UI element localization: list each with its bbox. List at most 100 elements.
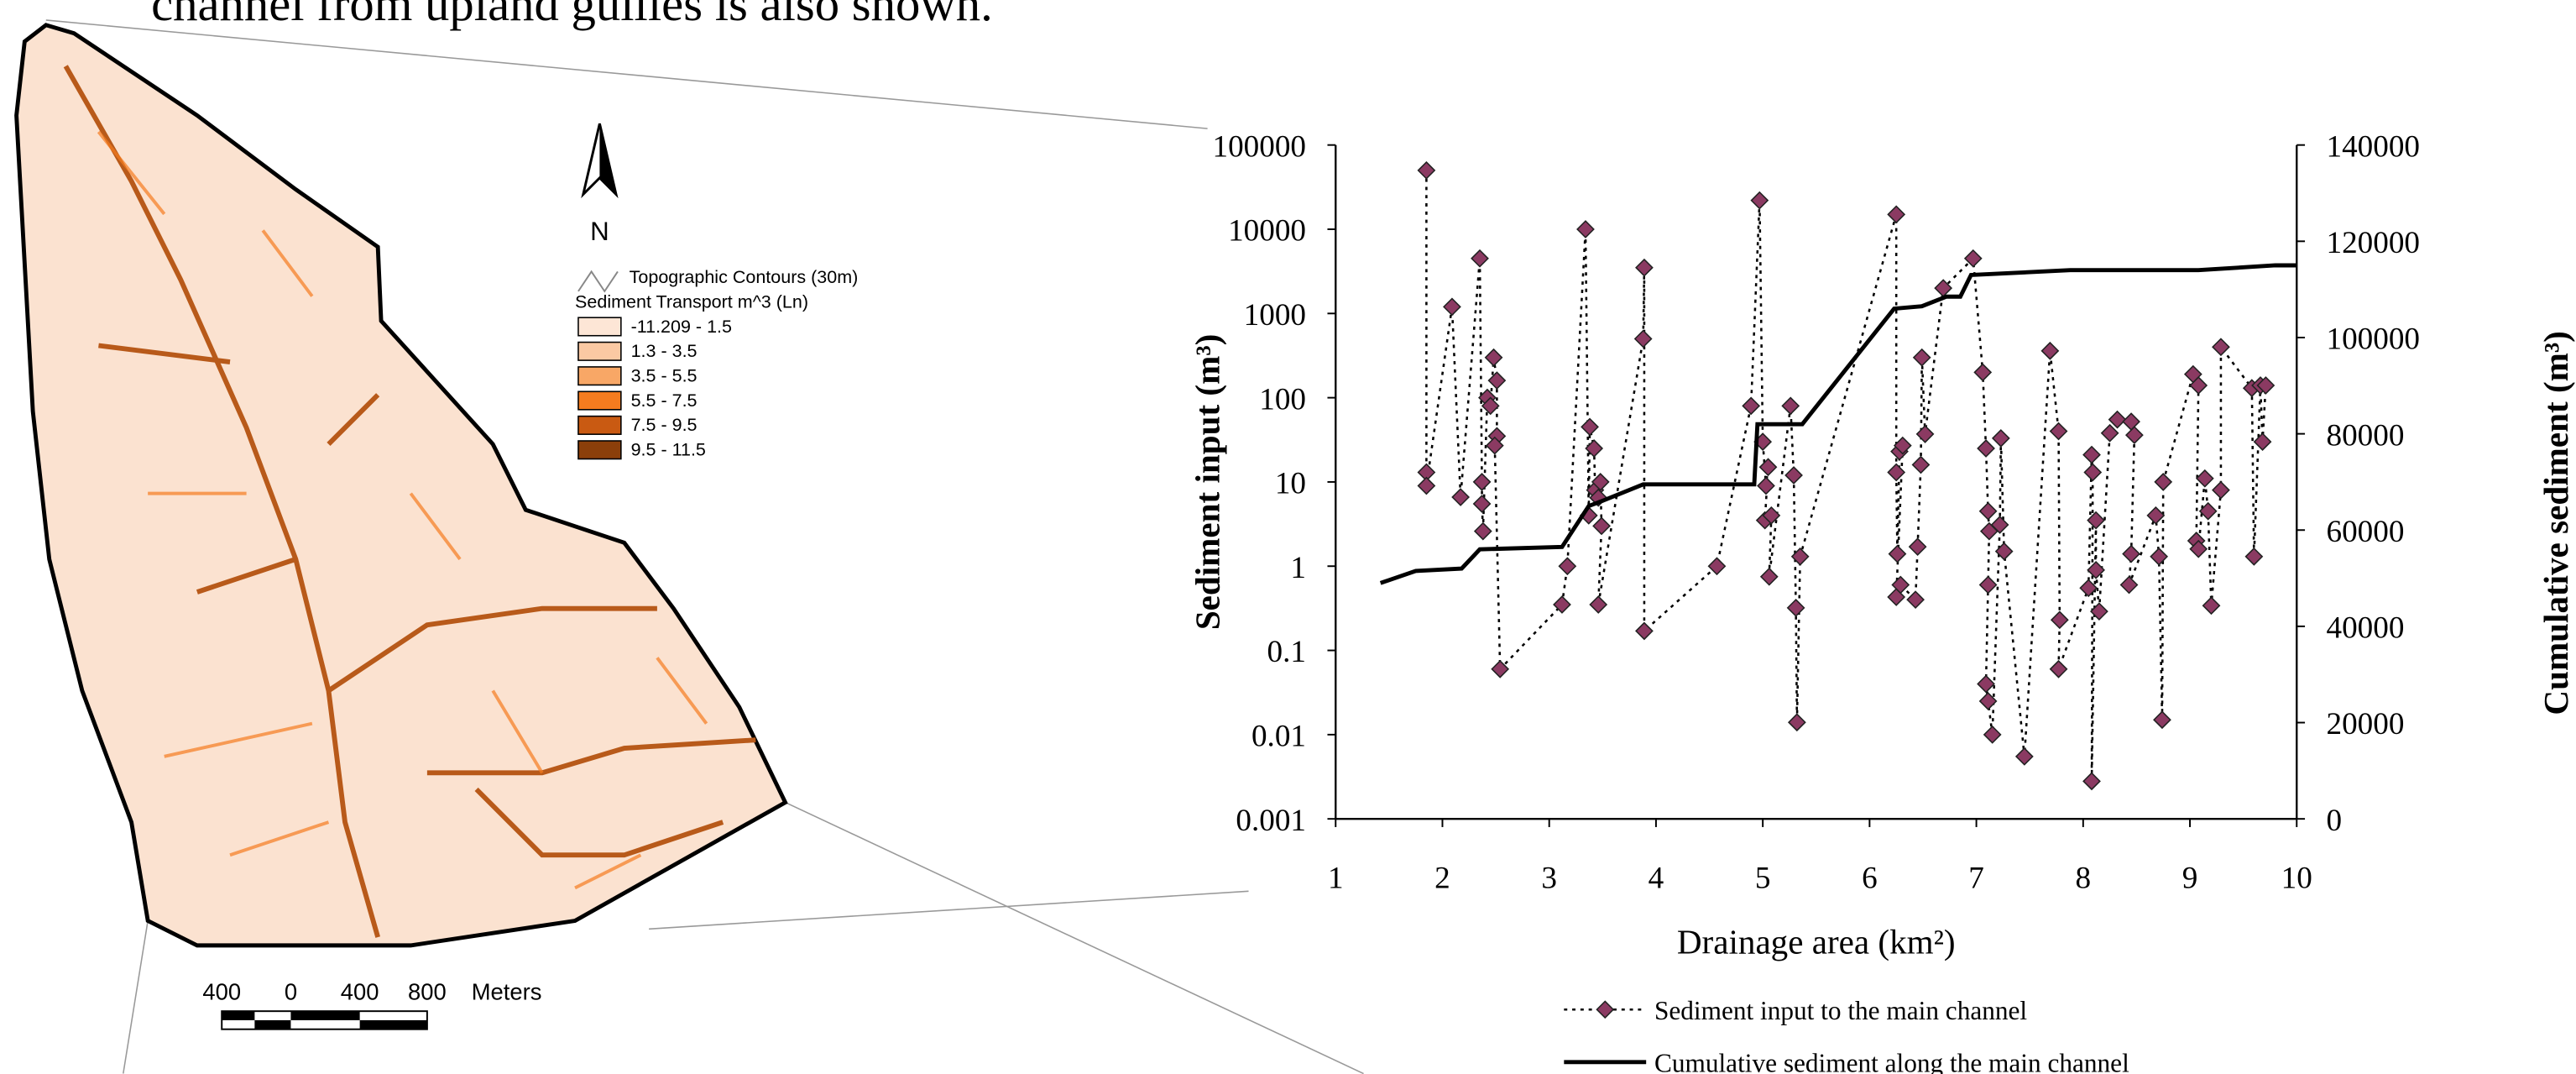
point bbox=[2150, 548, 2167, 565]
point bbox=[1907, 591, 1924, 608]
y-tick-label: 0.001 bbox=[1236, 804, 1306, 838]
point bbox=[1593, 518, 1610, 535]
point bbox=[2051, 611, 2068, 628]
x-tick-label: 1 bbox=[1328, 861, 1344, 895]
map-legend: -11.209 - 1.5 1.3 - 3.5 3.5 - 5.5 5.5 - 7.5… bbox=[578, 317, 732, 460]
point bbox=[2148, 507, 2165, 524]
legend-label: 3.5 - 5.5 bbox=[631, 366, 698, 386]
point bbox=[1577, 221, 1594, 238]
legend-swatch bbox=[578, 367, 621, 385]
point bbox=[1709, 558, 1726, 574]
figure: channel from upland gullies is also show… bbox=[0, 0, 2576, 1074]
contours-label: Topographic Contours (30m) bbox=[630, 267, 859, 287]
point bbox=[1913, 457, 1930, 474]
x-tick-label: 10 bbox=[2281, 861, 2312, 895]
legend-label: 7.5 - 9.5 bbox=[631, 415, 698, 435]
point bbox=[1444, 299, 1460, 316]
y2-tick-label: 20000 bbox=[2326, 707, 2404, 741]
scale-label: 400 bbox=[341, 978, 379, 1004]
x-tick-label: 7 bbox=[1968, 861, 1984, 895]
legend-swatch bbox=[578, 391, 621, 410]
point bbox=[1554, 596, 1570, 613]
legend-swatch bbox=[578, 343, 621, 361]
chart: 123456789100.0010.010.111010010001000010… bbox=[1188, 129, 2575, 1074]
y-tick-label: 100000 bbox=[1213, 129, 1307, 164]
legend-label: Cumulative sediment along the main chann… bbox=[1654, 1049, 2129, 1074]
y-tick-label: 0.01 bbox=[1251, 720, 1306, 754]
scale-labels: 400 0 400 800 Meters bbox=[202, 978, 541, 1004]
y2-tick-label: 140000 bbox=[2326, 129, 2420, 164]
x-tick-label: 2 bbox=[1434, 861, 1450, 895]
scale-label: 400 bbox=[202, 978, 241, 1004]
legend-marker bbox=[1596, 1001, 1613, 1018]
y-axis-label: Sediment input (m³) bbox=[1188, 334, 1226, 631]
point bbox=[2255, 433, 2271, 450]
north-label: N bbox=[590, 217, 609, 246]
point bbox=[1993, 430, 2009, 447]
point bbox=[1974, 364, 1991, 381]
point bbox=[1471, 250, 1488, 267]
map: N Topographic Contours (30m) Sediment Tr… bbox=[17, 25, 859, 1029]
x-tick-label: 5 bbox=[1755, 861, 1771, 895]
contour-symbol bbox=[578, 271, 618, 291]
point bbox=[2246, 548, 2263, 565]
point bbox=[2123, 546, 2140, 563]
point bbox=[1590, 596, 1607, 613]
legend-label: 5.5 - 7.5 bbox=[631, 390, 698, 411]
scale-label: 0 bbox=[285, 978, 297, 1004]
scale-label: 800 bbox=[408, 978, 447, 1004]
x-tick-label: 3 bbox=[1541, 861, 1557, 895]
scale-unit: Meters bbox=[472, 978, 542, 1004]
point bbox=[1789, 714, 1805, 731]
legend-swatch bbox=[578, 417, 621, 435]
point bbox=[2109, 411, 2126, 428]
legend-label: 1.3 - 3.5 bbox=[631, 341, 698, 361]
point bbox=[1758, 478, 1774, 495]
point bbox=[1980, 503, 1997, 520]
point bbox=[1917, 426, 1934, 443]
input-line bbox=[1426, 170, 2265, 781]
point bbox=[1978, 676, 1994, 693]
point bbox=[2213, 338, 2229, 355]
point bbox=[1782, 398, 1799, 415]
y-tick-label: 100 bbox=[1259, 382, 1306, 417]
point bbox=[1752, 192, 1769, 209]
point bbox=[2154, 711, 2171, 728]
point bbox=[1984, 726, 2001, 743]
legend-label: -11.209 - 1.5 bbox=[631, 317, 732, 337]
y2-tick-label: 100000 bbox=[2326, 322, 2420, 357]
point bbox=[1888, 207, 1905, 223]
point bbox=[1419, 478, 1435, 495]
point bbox=[2102, 425, 2119, 442]
point bbox=[1474, 495, 1491, 512]
point bbox=[2051, 423, 2067, 440]
y2-tick-label: 60000 bbox=[2326, 515, 2404, 549]
point bbox=[2051, 661, 2067, 678]
point bbox=[1475, 523, 1492, 540]
point bbox=[2091, 603, 2108, 620]
point bbox=[1581, 419, 1598, 436]
y-tick-label: 10000 bbox=[1228, 214, 1306, 249]
point bbox=[2123, 413, 2140, 430]
point bbox=[2197, 470, 2213, 487]
cumulative-line bbox=[1381, 265, 2297, 583]
point bbox=[2155, 474, 2171, 490]
point bbox=[1910, 538, 1926, 555]
x-tick-label: 9 bbox=[2182, 861, 2198, 895]
point bbox=[1636, 259, 1653, 276]
point bbox=[2126, 427, 2143, 443]
point bbox=[2213, 482, 2229, 499]
point bbox=[1889, 546, 1906, 563]
point bbox=[1785, 467, 1802, 484]
y2-tick-label: 80000 bbox=[2326, 418, 2404, 453]
page: {"caption_fragment": "channel from uplan… bbox=[0, 0, 2576, 1074]
point bbox=[2016, 748, 2033, 765]
y-tick-label: 10 bbox=[1275, 467, 1306, 501]
point bbox=[1452, 489, 1469, 506]
y2-tick-label: 120000 bbox=[2326, 226, 2420, 260]
point bbox=[2084, 464, 2101, 481]
point bbox=[2042, 343, 2059, 359]
legend-title: Sediment Transport m^3 (Ln) bbox=[575, 291, 808, 312]
point bbox=[1761, 568, 1778, 585]
point bbox=[2083, 773, 2100, 790]
